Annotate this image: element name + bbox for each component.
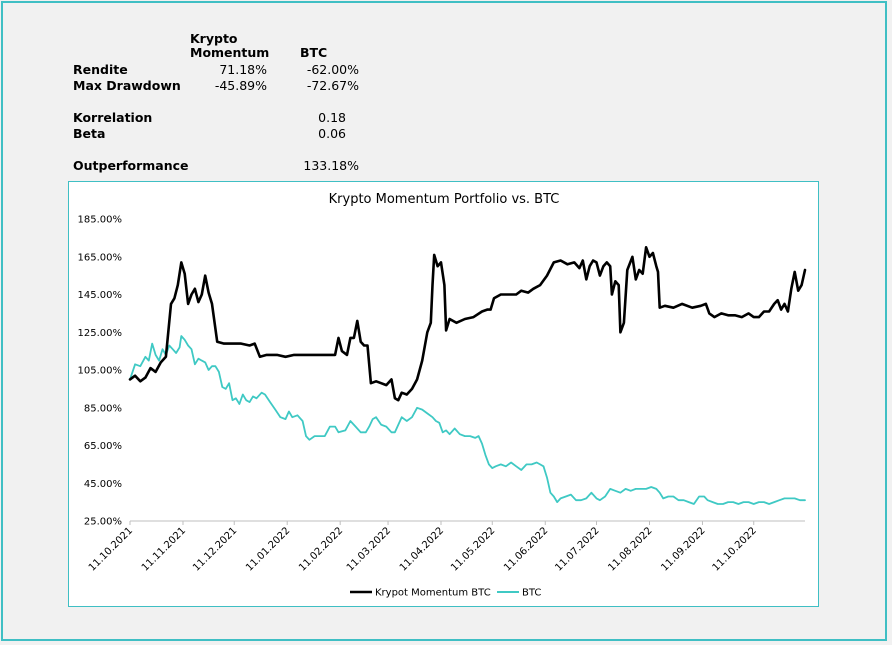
y-tick-label: 65.00% <box>84 441 122 452</box>
btc-header: BTC <box>300 45 328 60</box>
line-chart: Krypto Momentum Portfolio vs. BTC 25.00%… <box>78 192 807 599</box>
series-layer <box>128 246 807 505</box>
y-tick-label: 105.00% <box>78 366 123 377</box>
outperformance-value: 133.18% <box>303 158 359 173</box>
y-tick-label: 145.00% <box>78 290 123 301</box>
x-tick-label: 11.10.2022 <box>711 525 759 573</box>
korrelation-value: 0.18 <box>318 110 346 125</box>
x-tick-label: 11.04.2022 <box>398 525 446 573</box>
stats-table: Krypto Momentum BTC Rendite 71.18% -62.0… <box>0 0 892 180</box>
x-tick-label: 11.08.2022 <box>606 525 654 573</box>
x-tick-label: 11.11.2021 <box>140 525 188 573</box>
rendite-label: Rendite <box>73 62 128 77</box>
y-axis-labels: 25.00% 45.00% 65.00% 85.00% 105.00% 125.00% 14… <box>78 215 123 528</box>
krypto-header-line2: Momentum <box>190 45 270 60</box>
x-tick-label: 11.05.2022 <box>449 525 497 573</box>
chart-title: Krypto Momentum Portfolio vs. BTC <box>329 192 560 207</box>
x-tick-label: 11.02.2022 <box>297 525 345 573</box>
x-tick-label: 11.10.2021 <box>87 525 135 573</box>
rendite-btc-value: -62.00% <box>306 62 359 77</box>
series-line-btc <box>129 335 806 505</box>
y-tick-label: 165.00% <box>78 252 123 263</box>
x-tick-label: 11.06.2022 <box>502 525 550 573</box>
max-drawdown-label: Max Drawdown <box>73 78 181 93</box>
y-tick-label: 125.00% <box>78 328 123 339</box>
legend: Krypot Momentum BTC BTC <box>350 588 541 599</box>
korrelation-label: Korrelation <box>73 110 153 125</box>
y-tick-label: 45.00% <box>84 479 122 490</box>
krypto-header-line1: Krypto <box>190 31 238 46</box>
series-line-krypto-momentum <box>128 246 807 402</box>
x-tick-label: 11.09.2022 <box>659 525 707 573</box>
beta-label: Beta <box>73 126 106 141</box>
y-tick-label: 25.00% <box>84 517 122 528</box>
chart-container: Krypto Momentum Portfolio vs. BTC 25.00%… <box>68 181 819 607</box>
x-tick-label: 11.01.2022 <box>244 525 292 573</box>
y-tick-label: 85.00% <box>84 403 122 414</box>
beta-value: 0.06 <box>318 126 346 141</box>
rendite-krypto-value: 71.18% <box>219 62 267 77</box>
x-tick-label: 11.03.2022 <box>345 525 393 573</box>
max-drawdown-btc-value: -72.67% <box>306 78 359 93</box>
legend-item-krypto-momentum-label: Krypot Momentum BTC <box>375 588 491 599</box>
max-drawdown-krypto-value: -45.89% <box>214 78 267 93</box>
x-tick-label: 11.07.2022 <box>553 525 601 573</box>
legend-item-btc-label: BTC <box>522 588 541 599</box>
outperformance-label: Outperformance <box>73 158 189 173</box>
y-tick-label: 185.00% <box>78 215 123 226</box>
x-axis: 11.10.2021 11.11.2021 11.12.2021 11.01.2022… <box>87 521 759 574</box>
x-tick-label: 11.12.2021 <box>191 525 239 573</box>
